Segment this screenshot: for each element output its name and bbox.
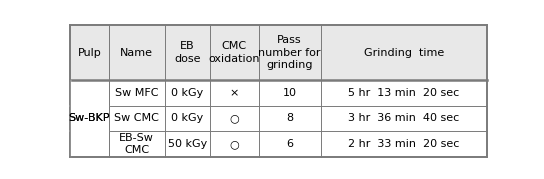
Bar xyxy=(70,25,487,80)
Bar xyxy=(70,80,487,106)
Text: Name: Name xyxy=(120,48,153,58)
Text: 10: 10 xyxy=(283,88,296,98)
Bar xyxy=(70,106,487,131)
Text: ○: ○ xyxy=(229,139,239,149)
Text: 0 kGy: 0 kGy xyxy=(171,88,203,98)
Text: Sw CMC: Sw CMC xyxy=(114,113,159,123)
Text: EB
dose: EB dose xyxy=(174,41,200,64)
Text: Grinding  time: Grinding time xyxy=(364,48,444,58)
Text: Pulp: Pulp xyxy=(77,48,101,58)
Text: Sw-BKP: Sw-BKP xyxy=(69,113,110,123)
Text: Sw MFC: Sw MFC xyxy=(115,88,158,98)
Text: 2 hr  33 min  20 sec: 2 hr 33 min 20 sec xyxy=(348,139,460,149)
Text: EB-Sw
CMC: EB-Sw CMC xyxy=(119,133,154,155)
Text: 50 kGy: 50 kGy xyxy=(168,139,207,149)
Text: 3 hr  36 min  40 sec: 3 hr 36 min 40 sec xyxy=(348,113,460,123)
Text: Pass
number for
grinding: Pass number for grinding xyxy=(258,35,321,70)
Text: 5 hr  13 min  20 sec: 5 hr 13 min 20 sec xyxy=(348,88,460,98)
Bar xyxy=(70,80,108,157)
Text: 6: 6 xyxy=(286,139,293,149)
Text: ×: × xyxy=(230,88,239,98)
Bar xyxy=(70,131,487,157)
Text: ○: ○ xyxy=(229,113,239,123)
Text: Sw-BKP: Sw-BKP xyxy=(69,113,110,123)
Text: CMC
oxidation: CMC oxidation xyxy=(208,41,260,64)
Text: 0 kGy: 0 kGy xyxy=(171,113,203,123)
Text: 8: 8 xyxy=(286,113,293,123)
